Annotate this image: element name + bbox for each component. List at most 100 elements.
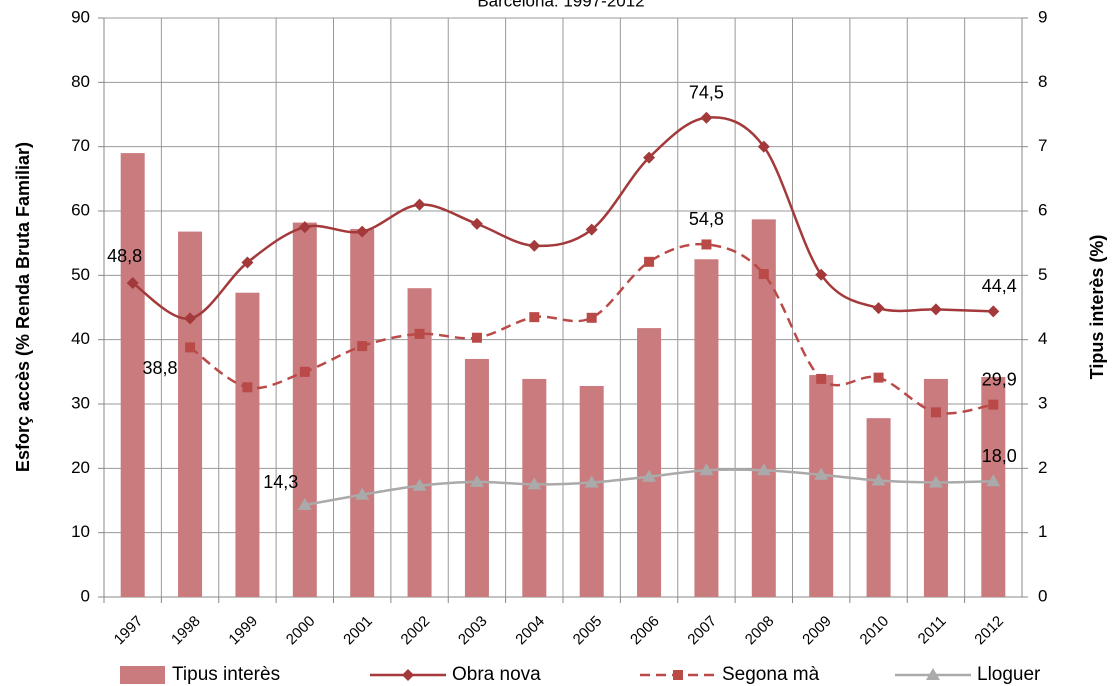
marker [469,474,484,487]
data-label: 54,8 [689,209,724,229]
y2-tick-label: 0 [1038,586,1047,605]
marker [241,256,254,269]
marker [357,341,368,352]
y2-tick-label: 9 [1038,7,1047,26]
x-tick-label: 2007 [684,613,720,649]
x-tick-label: 2012 [971,613,1007,649]
x-tick-label: 1998 [168,613,204,649]
data-label: 48,8 [107,246,142,266]
bar [751,219,776,597]
x-tick-label: 2006 [627,613,663,649]
x-tick-label: 2001 [340,613,376,649]
y2-tick-label: 6 [1038,200,1047,219]
y-tick-label: 60 [71,200,90,219]
data-label: 44,4 [982,276,1017,296]
legend-marker [926,668,940,680]
x-tick-label: 2010 [857,613,893,649]
marker [987,305,1000,318]
marker [814,467,829,480]
x-tick-label: 2005 [570,613,606,649]
x-tick-label: 1997 [111,613,147,649]
bar [350,229,375,597]
y-tick-label: 90 [71,7,90,26]
legend-label: Tipus interès [172,664,280,685]
x-tick-label: 1999 [225,613,261,649]
y-tick-label: 50 [71,265,90,284]
marker [297,498,312,511]
marker [701,239,712,250]
y-tick-label: 0 [81,586,90,605]
marker [816,373,827,384]
marker [529,312,540,323]
marker [871,473,886,486]
marker [413,198,426,211]
y2-tick-label: 7 [1038,136,1047,155]
y2-tick-label: 2 [1038,458,1047,477]
marker [758,269,769,280]
marker [585,223,598,236]
marker [643,151,656,164]
marker [929,303,942,316]
y2-tick-label: 5 [1038,265,1047,284]
legend-swatch [120,666,165,684]
bar [178,231,203,597]
data-label: 29,9 [982,369,1017,389]
line [131,116,994,320]
marker [586,312,597,323]
marker [700,111,713,124]
bar [809,375,834,597]
legend-label: Obra nova [452,664,541,685]
bar [120,153,145,597]
bar [694,259,719,597]
bar [637,328,662,597]
marker [298,221,311,234]
marker [471,332,482,343]
marker [642,469,657,482]
marker [699,463,714,476]
bar [579,385,604,597]
y2-tick-label: 1 [1038,522,1047,541]
marker [355,487,370,500]
y-tick-label: 70 [71,136,90,155]
marker [356,225,369,238]
bar [292,222,317,597]
marker [930,407,941,418]
marker [872,302,885,315]
y2-tick-label: 4 [1038,329,1047,348]
x-tick-label: 2011 [915,613,950,648]
legend-label: Segona mà [722,664,820,685]
y2-axis-label: Tipus interès (%) [1087,235,1107,380]
chart-title: Barcelona: 1997-2012 [477,0,644,10]
marker [928,475,943,488]
marker [644,256,655,267]
marker [470,217,483,230]
data-label: 74,5 [689,82,724,102]
data-label: 38,8 [143,358,178,378]
x-tick-label: 2009 [799,613,835,649]
bar [981,376,1006,597]
x-tick-label: 2004 [512,613,548,649]
marker [527,477,542,490]
y-tick-label: 10 [71,522,90,541]
marker [873,372,884,383]
data-label: 18,0 [982,446,1017,466]
x-tick-label: 2008 [742,613,778,649]
marker [528,239,541,252]
legend-marker [402,669,414,681]
marker [414,328,425,339]
marker [988,399,999,410]
marker [185,342,196,353]
marker [126,277,139,290]
marker [986,474,1001,487]
y2-tick-label: 3 [1038,393,1047,412]
marker [815,268,828,281]
data-label: 14,3 [263,472,298,492]
bar [235,292,260,597]
y2-tick-label: 8 [1038,72,1047,91]
y-tick-label: 30 [71,393,90,412]
y-tick-label: 20 [71,458,90,477]
legend-marker [673,670,683,680]
y-tick-label: 80 [71,72,90,91]
y-axis-label: Esforç accès (% Renda Bruta Familiar) [13,142,33,472]
